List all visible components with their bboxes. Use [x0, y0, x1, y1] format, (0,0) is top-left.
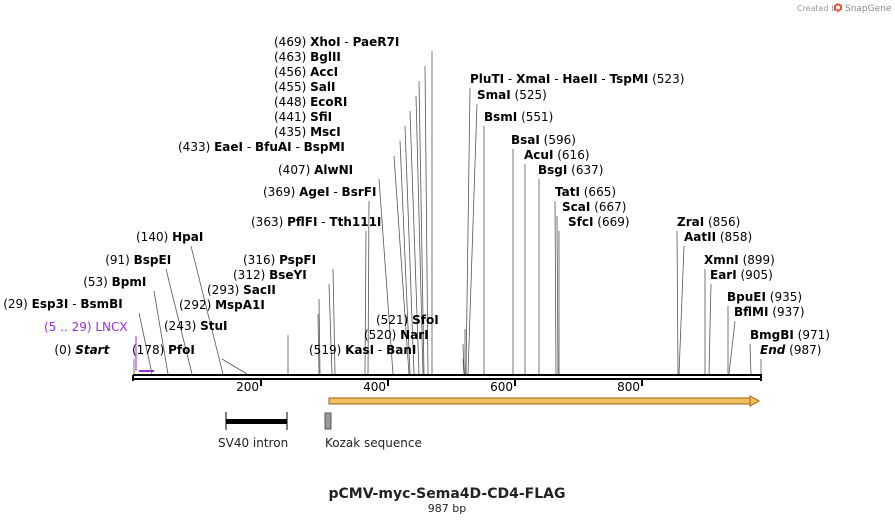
orf-arrow[interactable]	[328, 395, 761, 407]
cut-site-leader	[404, 125, 415, 375]
cut-site-leader	[190, 245, 224, 375]
cut-site-label-eari[interactable]: EarI (905)	[710, 268, 773, 282]
sv40-intron-feature[interactable]	[225, 412, 288, 430]
cut-site-leader	[221, 358, 248, 375]
cut-site-leader	[399, 140, 411, 375]
cut-site-label-mspa1i[interactable]: (292) MspA1I	[179, 298, 265, 312]
cut-site-label-pluti[interactable]: PluTI - XmaI - HaeII - TspMI (523)	[470, 72, 684, 86]
ruler-tick-label: 600	[490, 380, 513, 394]
cut-site-leader	[676, 230, 679, 375]
cut-site-leader	[332, 268, 336, 375]
sv40-intron-label: SV40 intron	[218, 436, 288, 450]
cut-site-leader	[367, 200, 370, 375]
cut-site-leader	[317, 313, 320, 375]
cut-site-label-scai[interactable]: ScaI (667)	[562, 200, 626, 214]
cut-site-leader	[138, 312, 153, 375]
cut-site-label-hpai[interactable]: (140) HpaI	[136, 230, 203, 244]
cut-site-label-bpuei[interactable]: BpuEI (935)	[727, 290, 802, 304]
cut-site-leader	[728, 320, 736, 375]
cut-site-labels: (469) XhoI - PaeR7I(463) BglII(456) AccI…	[3, 35, 830, 357]
cut-site-leader	[556, 215, 559, 375]
cut-site-label-bseyi[interactable]: (312) BseYI	[233, 268, 307, 282]
cut-site-leader	[409, 110, 420, 375]
ruler-tick-label: 800	[617, 380, 640, 394]
cut-site-label-nari[interactable]: (520) NarI	[364, 328, 429, 342]
cut-site-label-xmni[interactable]: XmnI (899)	[704, 253, 775, 267]
cut-site-label-acci[interactable]: (456) AccI	[274, 65, 338, 79]
cut-site-label-bglii[interactable]: (463) BglII	[274, 50, 341, 64]
cut-site-label-eaei[interactable]: (433) EaeI - BfuAI - BspMI	[178, 140, 345, 154]
credit-brand: SnapGene	[845, 4, 892, 14]
cut-site-label-xhoi[interactable]: (469) XhoI - PaeR7I	[274, 35, 399, 49]
cut-site-label-msci[interactable]: (435) MscI	[274, 125, 341, 139]
cut-site-label-bpmi[interactable]: (53) BpmI	[83, 275, 146, 289]
cut-site-label-ecori[interactable]: (448) EcoRI	[274, 95, 347, 109]
kozak-sequence-label: Kozak sequence	[325, 436, 422, 450]
map-length: 987 bp	[428, 502, 466, 515]
cut-site-label-bsmi[interactable]: BsmI (551)	[484, 110, 553, 124]
cut-site-label-start[interactable]: (0) Start	[54, 343, 110, 357]
cut-site-label-pfoi[interactable]: (178) PfoI	[132, 343, 195, 357]
cut-site-leader	[678, 245, 685, 375]
cut-site-label-esp3i[interactable]: (29) Esp3I - BsmBI	[3, 297, 123, 311]
cut-site-label-bmgbi[interactable]: BmgBI (971)	[750, 328, 830, 342]
cut-site-label-sfii[interactable]: (441) SfiI	[274, 110, 332, 124]
cut-site-label-end[interactable]: End (987)	[760, 343, 821, 357]
cut-site-label-sali[interactable]: (455) SalI	[274, 80, 335, 94]
cut-site-label-sacii[interactable]: (293) SacII	[207, 283, 276, 297]
cut-site-label-stui[interactable]: (243) StuI	[164, 319, 227, 333]
cut-site-leader	[364, 230, 367, 375]
credit-prefix: Created by	[797, 4, 841, 13]
cut-site-label-agei[interactable]: (369) AgeI - BsrFI	[263, 185, 376, 199]
snapgene-logo-icon	[834, 3, 842, 12]
cut-site-label-bflmi[interactable]: BflMI (937)	[734, 305, 805, 319]
cut-site-leader	[749, 343, 752, 375]
cut-site-label-pflfi[interactable]: (363) PflFI - Tth111I	[251, 215, 381, 229]
cut-site-leader	[424, 65, 429, 375]
cut-site-label-acui[interactable]: AcuI (616)	[524, 148, 590, 162]
cut-site-leader	[328, 283, 333, 375]
cut-site-leader	[318, 298, 321, 375]
ruler-tick-label: 200	[236, 380, 259, 394]
cut-site-leader	[462, 358, 465, 375]
cut-site-label-pspfi[interactable]: (316) PspFI	[243, 253, 316, 267]
cut-site-label-alwni[interactable]: (407) AlwNI	[278, 163, 353, 177]
cut-site-label-smai[interactable]: SmaI (525)	[477, 88, 547, 102]
kozak-sequence-feature[interactable]	[324, 412, 332, 430]
backbone[interactable]	[132, 374, 762, 381]
cut-site-leader	[554, 200, 557, 375]
cut-site-label-zrai[interactable]: ZraI (856)	[677, 215, 740, 229]
cut-site-label-bspei[interactable]: (91) BspEI	[105, 253, 171, 267]
cut-site-leader	[378, 178, 394, 375]
cut-site-label-sfoi[interactable]: (521) SfoI	[376, 313, 439, 327]
ruler-tick-label: 400	[363, 380, 386, 394]
cut-site-label-kasi[interactable]: (519) KasI - BanI	[309, 343, 416, 357]
cut-site-label-tati[interactable]: TatI (665)	[555, 185, 616, 199]
ruler-ticks: 200 400 600 800	[236, 379, 643, 394]
cut-site-leader	[465, 87, 471, 375]
cut-site-leader	[165, 268, 193, 375]
cut-site-leader	[153, 290, 169, 375]
cut-site-leader	[467, 103, 478, 375]
cut-site-label-bsai[interactable]: BsaI (596)	[511, 133, 576, 147]
cut-site-leader	[415, 95, 424, 375]
cut-site-leader	[708, 283, 712, 375]
cut-site-label-sfci[interactable]: SfcI (669)	[568, 215, 630, 229]
cut-site-label-bsgi[interactable]: BsgI (637)	[538, 163, 603, 177]
cut-site-leaders	[133, 51, 762, 375]
cut-site-leader	[418, 80, 425, 375]
map-title: pCMV-myc-Sema4D-CD4-FLAG	[329, 486, 566, 502]
cut-site-label-aatii[interactable]: AatII (858)	[684, 230, 752, 244]
lncx-primer-label[interactable]: (5 .. 29) LNCX	[44, 320, 128, 334]
cut-site-leader	[393, 155, 410, 375]
